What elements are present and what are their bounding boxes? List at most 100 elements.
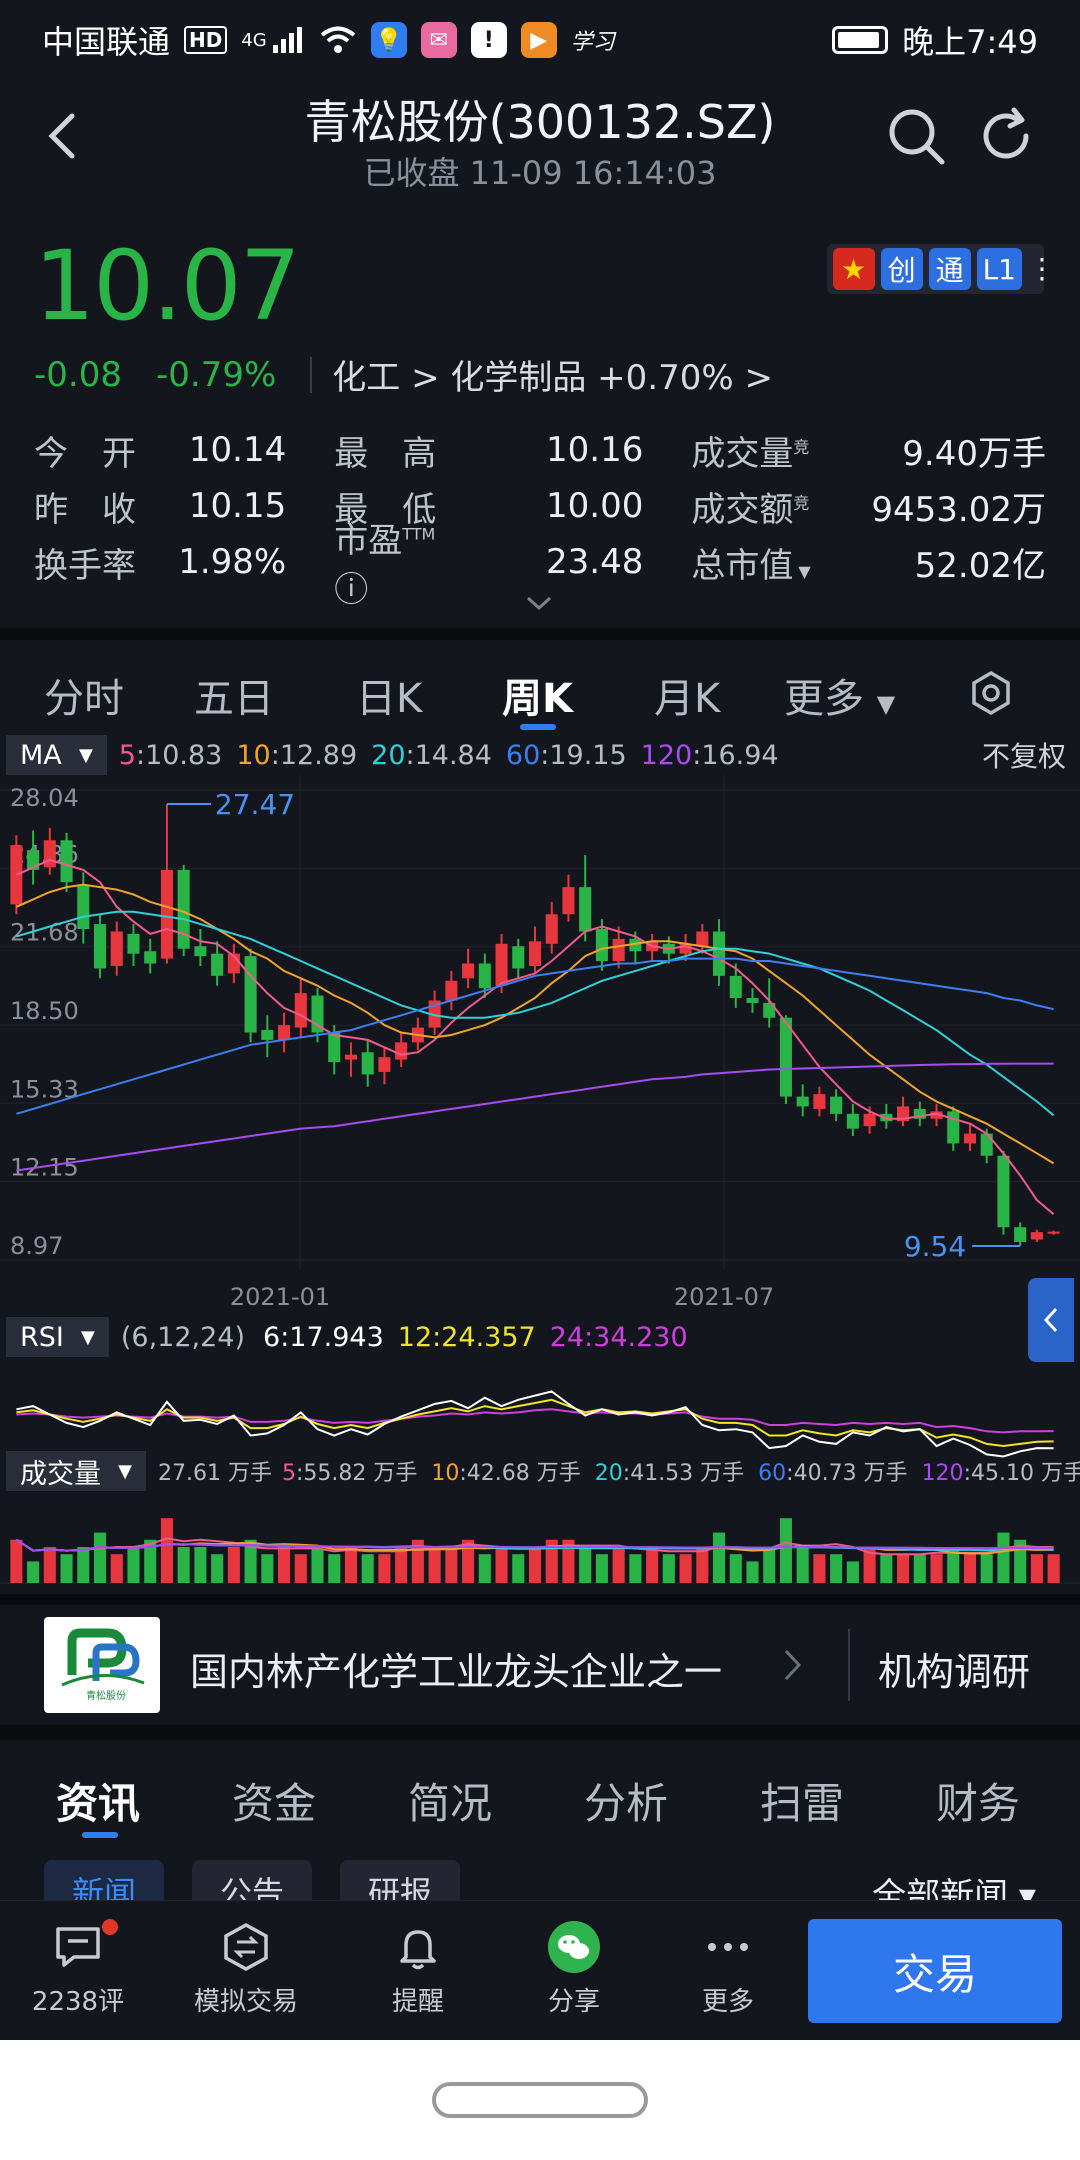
candle-body [110,931,123,966]
volume-bar [813,1554,826,1583]
tab-intraday[interactable]: 分时 [44,676,124,722]
volume-bar [495,1547,508,1583]
nav-alerts[interactable]: 提醒 [358,1919,478,2018]
rsi-line-6 [16,1390,1054,1458]
volume-bar [779,1518,792,1583]
stat-value: 10.14 [188,430,287,470]
tab-more-label: 更多 [784,676,864,722]
stat-label-sup: 竞 [793,437,810,457]
volume-bar [897,1554,910,1583]
tab-more[interactable]: 更多 ▼ [784,666,895,724]
volume-bar [445,1547,458,1583]
company-banner[interactable]: 青松股份 国内林产化学工业龙头企业之一 机构调研 [0,1605,1080,1725]
company-logo-mark: 青松股份 [61,1628,145,1702]
tab-funds[interactable]: 资金 [232,1779,317,1828]
divider-band [0,1594,1080,1606]
adjust-toggle[interactable]: 不复权 [981,740,1066,773]
rsi-params: (6,12,24) [120,1321,246,1353]
stock-badges[interactable]: ★ 创 通 L1 ⋮ [826,244,1056,294]
clock: 晚上7:49 [902,23,1038,61]
legend-item: 60:19.15 [506,740,627,771]
nav-share[interactable]: 分享 [514,1919,634,2018]
stat-label: 成交额竞 [691,489,810,530]
volume-bar [997,1532,1010,1583]
volume-selector-label: 成交量 [20,1458,101,1490]
active-tab-indicator [82,1832,118,1838]
volume-bar [562,1539,575,1583]
tab-news[interactable]: 资讯 [56,1779,141,1828]
side-panel-toggle[interactable] [1028,1278,1074,1362]
ma-selector[interactable]: MA ▼ [6,735,107,775]
back-icon[interactable] [36,106,96,166]
chart-settings-icon[interactable] [968,670,1014,716]
battery-icon [832,26,889,54]
institution-research-link[interactable]: 机构调研 [878,1650,1031,1694]
candle-body [779,1017,792,1097]
expand-chevron-icon[interactable] [522,592,556,614]
legend-key: 10 [236,739,271,771]
legend-value: :12.89 [270,739,358,771]
search-icon[interactable] [884,104,948,168]
volume-bar [43,1547,56,1583]
tab-weekly-k[interactable]: 周K [502,676,573,722]
info-circle-icon[interactable]: ⓘ [334,570,369,610]
stat-label[interactable]: 总市值 ▼ [691,545,811,586]
volume-bar [830,1554,843,1583]
volume-bar [378,1554,391,1583]
volume-bar [980,1554,993,1583]
bulb-icon: 💡 [370,22,407,58]
tab-five-day[interactable]: 五日 [194,676,274,722]
volume-bar [77,1547,90,1583]
nav-comments[interactable]: 2238评 [18,1919,138,2018]
stat-value: 23.48 [546,542,644,582]
more-dots-icon[interactable]: ⋮ [1028,252,1056,285]
divider-band [0,1725,1080,1740]
divider-band [0,628,1080,640]
volume-bar [729,1554,742,1583]
candle-body [746,998,759,1003]
tab-financials[interactable]: 财务 [936,1779,1021,1828]
rsi-legend: RSI ▼ (6,12,24) 6:17.943 12:24.357 24:34.2… [0,1317,1080,1357]
legend-item: 24:34.230 [550,1322,688,1353]
network-label: 4G [241,29,267,51]
stat-label: 成交量竞 [691,433,810,474]
volume-bar [1047,1554,1060,1583]
tab-risk-scan[interactable]: 扫雷 [760,1779,845,1828]
caret-down-icon: ▼ [793,561,811,581]
trade-button[interactable]: 交易 [808,1919,1062,2023]
tab-monthly-k[interactable]: 月K [654,676,721,722]
refresh-icon[interactable] [974,104,1038,168]
volume-bar [679,1554,692,1583]
nav-more-label: 更多 [701,1987,754,2017]
alert-icon: ! [470,22,507,58]
volume-bar [395,1547,408,1583]
rsi-selector[interactable]: RSI ▼ [6,1317,109,1357]
industry-link[interactable]: 化工 > 化学制品 +0.70% > [332,358,773,398]
volume-bar [344,1547,357,1583]
signal-icon [272,27,302,53]
volume-selector[interactable]: 成交量 ▼ [6,1451,147,1491]
ma-line-10 [15,883,1055,1165]
volume-bar [629,1554,642,1583]
hd-badge: HD [184,26,228,54]
y-axis-label: 8.97 [10,1232,63,1260]
ma-selector-label: MA [20,739,62,771]
candle-body [913,1108,926,1119]
stat-value: 10.00 [546,486,644,526]
quote-stats: 今 开 10.14 最 高 10.16 成交量竞 9.40万手昨 收 10.15 最 低 10.… [34,422,1046,610]
legend-key: 60 [505,739,541,771]
info-section: 资讯 资金 简况 分析 扫雷 财务 新闻 公告 研报 全部新闻 ▾ [0,1740,1080,1920]
nav-more[interactable]: 更多 [668,1919,788,2018]
tab-daily-k[interactable]: 日K [356,676,423,722]
candle-body [846,1113,859,1129]
volume-bar [579,1547,592,1583]
kline-chart-area[interactable]: MA ▼ 5:10.83 10:12.89 20:14.84 60:19.15 120:… [0,735,1080,1595]
home-indicator[interactable] [432,2082,648,2118]
tab-profile[interactable]: 简况 [408,1779,493,1828]
stat-value: 10.16 [546,430,644,470]
candle-body [713,931,726,976]
tab-analysis[interactable]: 分析 [584,1779,669,1828]
x-axis-label: 2021-07 [674,1283,774,1311]
nav-simulated-trading[interactable]: 模拟交易 [186,1919,306,2018]
legend-value: :40.73 万手 [786,1461,908,1486]
